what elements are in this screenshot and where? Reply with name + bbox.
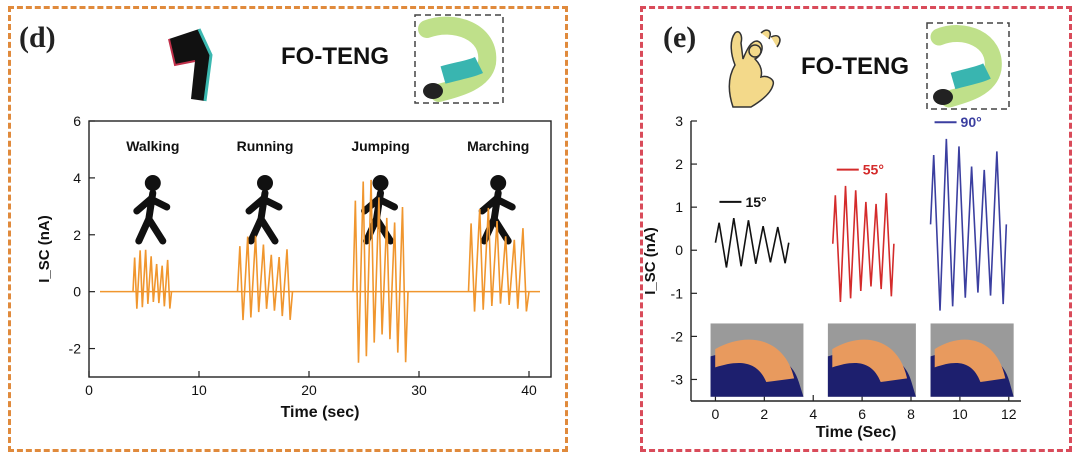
series-trace xyxy=(929,138,1008,311)
x-tick-label: 12 xyxy=(1001,406,1017,422)
signal-burst xyxy=(352,179,409,363)
x-tick-label: 10 xyxy=(191,382,207,398)
person-icon xyxy=(361,175,398,245)
activity-label: Walking xyxy=(126,138,179,154)
finger-sensor xyxy=(715,339,795,383)
series-label: 15° xyxy=(745,194,766,210)
x-tick-label: 0 xyxy=(85,382,93,398)
y-axis-label: I_SC (nA) xyxy=(643,227,659,295)
x-tick-label: 40 xyxy=(521,382,537,398)
person-icon xyxy=(245,175,283,245)
ok-hand-icon xyxy=(728,29,781,108)
panel-e: (e) FO-TENG 0 2 4 6 8 10 12 -3 -2 -1 0 1 2 3 Time (Sec… xyxy=(640,6,1072,452)
activity-label: Running xyxy=(237,138,294,154)
y-tick-label: 0 xyxy=(675,242,683,258)
knee-pad-icon xyxy=(168,28,213,102)
x-tick-label: 8 xyxy=(907,406,915,422)
x-axis-label: Time (sec) xyxy=(281,404,360,421)
person-icon xyxy=(478,175,516,245)
y-axis-label: I_SC (nA) xyxy=(36,215,53,283)
panel-d: (d) FO-TENG 0 10 20 30 40 -2 0 2 4 6 Time (sec) I_S… xyxy=(8,6,568,452)
y-tick-label: -2 xyxy=(671,328,684,344)
person-icon xyxy=(133,175,171,245)
x-tick-label: 0 xyxy=(712,406,720,422)
series-label: 55° xyxy=(863,162,884,178)
y-tick-label: 4 xyxy=(73,170,81,186)
finger-sensor xyxy=(934,339,1006,383)
series-label: 90° xyxy=(961,114,982,130)
y-tick-label: 0 xyxy=(73,284,81,300)
x-tick-label: 20 xyxy=(301,382,317,398)
device-label-e: FO-TENG xyxy=(801,53,909,80)
x-tick-label: 2 xyxy=(760,406,768,422)
plot-frame xyxy=(88,120,552,378)
y-tick-label: 6 xyxy=(73,113,81,129)
series-trace xyxy=(831,185,895,302)
chart-d: 0 10 20 30 40 -2 0 2 4 6 Time (sec) I_SC (nA) Walkin… xyxy=(36,113,552,421)
series-trace xyxy=(714,217,790,268)
y-tick-label: 3 xyxy=(675,113,683,129)
y-tick-label: -3 xyxy=(671,371,684,387)
x-axis-label: Time (Sec) xyxy=(816,424,897,441)
x-tick-label: 4 xyxy=(809,406,817,422)
finger-sensor xyxy=(832,339,908,383)
signal-burst xyxy=(236,235,294,321)
fiber-device-icon xyxy=(414,14,504,104)
y-tick-label: 1 xyxy=(675,199,683,215)
y-tick-label: -2 xyxy=(69,341,82,357)
signal-burst xyxy=(467,207,530,312)
x-tick-label: 6 xyxy=(858,406,866,422)
panel-d-label: (d) xyxy=(19,21,56,54)
x-tick-label: 10 xyxy=(952,406,968,422)
activity-label: Jumping xyxy=(351,138,409,154)
y-tick-label: -1 xyxy=(671,285,684,301)
y-tick-label: 2 xyxy=(675,156,683,172)
signal-burst xyxy=(132,249,173,309)
x-tick-label: 30 xyxy=(411,382,427,398)
activity-label: Marching xyxy=(467,138,529,154)
fiber-device-icon xyxy=(926,22,1010,110)
device-label: FO-TENG xyxy=(281,43,389,70)
panel-e-label: (e) xyxy=(663,21,697,54)
y-tick-label: 2 xyxy=(73,227,81,243)
